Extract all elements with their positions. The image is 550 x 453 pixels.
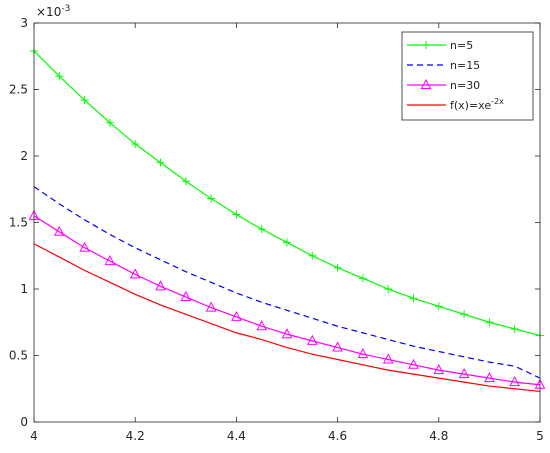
x-tick-label: 4.4 [227,429,246,443]
legend-label-text: n=30 [450,79,480,92]
data-point [105,118,114,127]
data-point [308,251,317,260]
data-point [131,140,140,149]
data-point [80,96,89,105]
series-line [33,243,541,393]
legend-label-superscript: -2x [491,97,504,106]
data-point [156,158,165,167]
series-2 [28,209,546,389]
y-tick-label: 2.5 [9,83,28,97]
data-point [384,285,393,293]
data-point [409,294,418,303]
data-point [231,310,242,321]
legend-label: n=5 [450,39,473,52]
data-point [460,310,469,319]
data-point [434,302,443,311]
series-3 [33,243,541,393]
data-point [180,290,192,301]
axes-layer: 4 4.2 4.4 4.6 4.8 5 0 0.5 1 1.5 2 2.5 3 [9,16,544,443]
data-point [485,318,494,327]
data-point [283,238,291,247]
data-point [281,328,293,339]
legend: n=5 n=15 n=30 f(x)=xe-2x [401,31,534,121]
legend-label-text: n=5 [450,39,473,52]
y-tick-label: 0 [20,415,28,429]
x-tick-label: 4.2 [126,429,145,443]
data-point [207,194,216,203]
data-point [408,358,419,369]
legend-item-0: n=5 [407,39,473,52]
data-point [358,274,367,283]
data-point [55,72,64,81]
data-point [181,177,190,186]
data-point [484,372,495,383]
legend-marker [420,78,432,89]
y-tick-label: 1 [20,282,28,296]
data-point [357,348,369,359]
data-point [257,225,266,234]
data-point [382,353,394,364]
legend-label-text: n=15 [450,59,480,72]
data-point [53,225,65,236]
series-line [33,186,541,379]
data-point [433,364,445,375]
legend-label-text: f(x)=xe [450,99,491,112]
data-point [509,376,521,387]
data-point [332,341,343,352]
legend-label: n=15 [450,59,480,72]
data-point [232,210,241,219]
data-point [104,255,116,266]
x-tick-label: 4 [30,429,38,443]
x-tick-label: 4.6 [328,429,347,443]
legend-marker [422,41,430,49]
y-tick-label: 0.5 [9,349,28,363]
y-tick-label: 1.5 [9,216,28,230]
series-layer [28,46,546,393]
data-point [510,324,519,333]
data-point [155,280,166,291]
legend-item-3: f(x)=xe-2x [407,97,504,112]
legend-item-2: n=30 [407,78,480,92]
data-point [333,263,342,272]
legend-items: n=5 n=15 n=30 f(x)=xe-2x [407,39,504,112]
series-1 [33,186,541,379]
y-tick-label: 3 [20,16,28,30]
legend-item-1: n=15 [407,59,480,72]
data-point [129,268,141,279]
y-exponent-power: -3 [61,4,70,14]
y-exponent-label: ×10-3 [36,4,70,19]
y-tick-label: 2 [20,149,28,163]
x-tick-label: 4.8 [429,429,448,443]
x-tick-label: 5 [536,429,544,443]
legend-label: n=30 [450,79,480,92]
data-point [306,334,318,345]
data-point [205,301,217,312]
series-line [33,215,541,386]
y-exponent-base: ×10 [36,5,61,19]
data-point [79,241,90,252]
data-point [256,320,268,331]
data-point [458,368,470,379]
legend-label: f(x)=xe-2x [450,97,504,112]
